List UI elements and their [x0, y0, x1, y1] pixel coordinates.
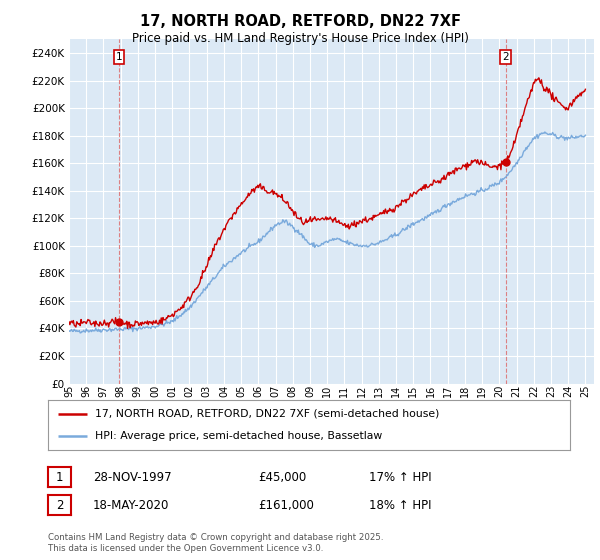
- Text: 18-MAY-2020: 18-MAY-2020: [93, 498, 169, 512]
- Text: 1: 1: [116, 52, 122, 62]
- Text: 17, NORTH ROAD, RETFORD, DN22 7XF: 17, NORTH ROAD, RETFORD, DN22 7XF: [139, 14, 461, 29]
- Text: 2: 2: [503, 52, 509, 62]
- Text: £45,000: £45,000: [258, 470, 306, 484]
- Text: 28-NOV-1997: 28-NOV-1997: [93, 470, 172, 484]
- Text: HPI: Average price, semi-detached house, Bassetlaw: HPI: Average price, semi-detached house,…: [95, 431, 382, 441]
- Text: 1: 1: [56, 470, 63, 484]
- Text: 17, NORTH ROAD, RETFORD, DN22 7XF (semi-detached house): 17, NORTH ROAD, RETFORD, DN22 7XF (semi-…: [95, 409, 439, 419]
- Text: 18% ↑ HPI: 18% ↑ HPI: [369, 498, 431, 512]
- Text: £161,000: £161,000: [258, 498, 314, 512]
- Text: Price paid vs. HM Land Registry's House Price Index (HPI): Price paid vs. HM Land Registry's House …: [131, 32, 469, 45]
- Text: 2: 2: [56, 498, 63, 512]
- Text: Contains HM Land Registry data © Crown copyright and database right 2025.
This d: Contains HM Land Registry data © Crown c…: [48, 533, 383, 553]
- Text: 17% ↑ HPI: 17% ↑ HPI: [369, 470, 431, 484]
